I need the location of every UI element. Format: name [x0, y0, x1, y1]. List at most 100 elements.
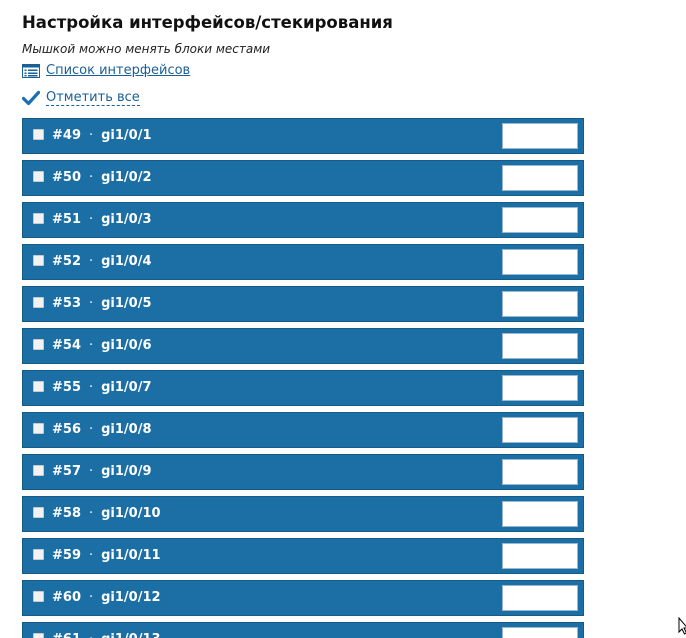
interface-description-input[interactable] [502, 249, 578, 275]
interface-block[interactable]: #55 · gi1/0/7 [22, 370, 584, 406]
interface-number: #52 [52, 254, 81, 269]
interface-separator: · [88, 464, 94, 479]
interface-number: #56 [52, 422, 81, 437]
interface-separator: · [88, 296, 94, 311]
interface-block[interactable]: #60 · gi1/0/12 [22, 580, 584, 616]
interface-number: #58 [52, 506, 81, 521]
interface-separator: · [89, 632, 93, 638]
interface-label: #58 · gi1/0/10 [52, 506, 161, 521]
interface-block[interactable]: #51 · gi1/0/3 [22, 202, 584, 238]
mouse-cursor-icon [678, 617, 686, 635]
interface-name: gi1/0/3 [101, 212, 152, 227]
interface-description-input[interactable] [502, 543, 578, 569]
interface-checkbox[interactable] [33, 171, 44, 182]
interface-description-input[interactable] [502, 627, 578, 638]
interface-number: #51 [52, 212, 81, 227]
interface-blocks: #49 · gi1/0/1 #50 · gi1/0/2 #51 · gi1/0/3 #52 · gi1… [22, 118, 584, 638]
interface-checkbox[interactable] [33, 381, 44, 392]
interface-name: gi1/0/9 [101, 464, 152, 479]
interface-name: gi1/0/2 [101, 170, 152, 185]
interface-name: gi1/0/6 [101, 338, 152, 353]
interface-name: gi1/0/5 [101, 296, 152, 311]
interface-checkbox[interactable] [33, 213, 44, 224]
interface-name: gi1/0/8 [101, 422, 152, 437]
interface-separator: · [88, 254, 94, 269]
interface-block[interactable]: #49 · gi1/0/1 [22, 118, 584, 154]
interface-block[interactable]: #56 · gi1/0/8 [22, 412, 584, 448]
interface-name: gi1/0/11 [101, 548, 161, 563]
interface-checkbox[interactable] [33, 423, 44, 434]
interface-name: gi1/0/1 [101, 128, 152, 143]
interface-checkbox[interactable] [33, 549, 44, 560]
interface-name: gi1/0/10 [101, 506, 161, 521]
interface-block[interactable]: #52 · gi1/0/4 [22, 244, 584, 280]
interface-description-input[interactable] [502, 291, 578, 317]
interface-number: #53 [52, 296, 81, 311]
interface-label: #55 · gi1/0/7 [52, 380, 152, 395]
interface-number: #60 [52, 590, 81, 605]
interface-block[interactable]: #61 · gi1/0/13 [22, 622, 584, 638]
interface-checkbox[interactable] [33, 297, 44, 308]
interface-block[interactable]: #57 · gi1/0/9 [22, 454, 584, 490]
interface-number: #59 [52, 548, 81, 563]
interface-label: #60 · gi1/0/12 [52, 590, 161, 605]
interface-name: gi1/0/4 [101, 254, 152, 269]
interface-label: #52 · gi1/0/4 [52, 254, 152, 269]
list-icon [22, 63, 40, 78]
interface-number: #57 [52, 464, 81, 479]
interface-number: #50 [52, 170, 81, 185]
interface-label: #49 · gi1/0/1 [52, 128, 152, 143]
interface-checkbox[interactable] [33, 339, 44, 350]
mark-all-label[interactable]: Отметить все [46, 90, 140, 106]
interface-label: #53 · gi1/0/5 [52, 296, 152, 311]
interface-description-input[interactable] [502, 207, 578, 233]
interface-block[interactable]: #50 · gi1/0/2 [22, 160, 584, 196]
page-title: Настройка интерфейсов/стекирования [22, 13, 393, 32]
interface-description-input[interactable] [502, 417, 578, 443]
interface-description-input[interactable] [502, 501, 578, 527]
interfaces-list-link-label[interactable]: Список интерфейсов [46, 63, 191, 78]
interface-block[interactable]: #59 · gi1/0/11 [22, 538, 584, 574]
interface-block[interactable]: #53 · gi1/0/5 [22, 286, 584, 322]
interface-description-input[interactable] [502, 585, 578, 611]
drag-hint: Мышкой можно менять блоки местами [22, 42, 271, 56]
interface-label: #56 · gi1/0/8 [52, 422, 152, 437]
interface-checkbox[interactable] [33, 129, 44, 140]
interface-description-input[interactable] [502, 123, 578, 149]
interface-label: #59 · gi1/0/11 [52, 548, 161, 563]
interface-checkbox[interactable] [33, 465, 44, 476]
interface-checkbox[interactable] [33, 507, 44, 518]
interface-description-input[interactable] [502, 375, 578, 401]
interface-name: gi1/0/13 [101, 632, 160, 638]
interface-checkbox[interactable] [33, 255, 44, 266]
interface-name: gi1/0/7 [101, 380, 152, 395]
interface-description-input[interactable] [502, 165, 578, 191]
interface-label: #51 · gi1/0/3 [52, 212, 152, 227]
interface-checkbox[interactable] [33, 591, 44, 602]
interface-number: #61 [52, 632, 81, 638]
interface-number: #54 [52, 338, 81, 353]
interface-block[interactable]: #54 · gi1/0/6 [22, 328, 584, 364]
interface-label: #61 · gi1/0/13 [52, 632, 161, 638]
interface-separator: · [88, 548, 94, 563]
interface-block[interactable]: #58 · gi1/0/10 [22, 496, 584, 532]
interface-separator: · [88, 212, 94, 227]
interfaces-list-link[interactable]: Список интерфейсов [22, 63, 190, 78]
interface-label: #50 · gi1/0/2 [52, 170, 152, 185]
interface-separator: · [88, 506, 94, 521]
interface-description-input[interactable] [502, 459, 578, 485]
interface-separator: · [88, 338, 94, 353]
interface-description-input[interactable] [502, 333, 578, 359]
interface-separator: · [88, 590, 94, 605]
interface-name: gi1/0/12 [101, 590, 161, 605]
interface-separator: · [88, 170, 94, 185]
interface-separator: · [88, 380, 94, 395]
mark-all-link[interactable]: Отметить все [22, 90, 140, 106]
interface-number: #55 [52, 380, 81, 395]
checkmark-icon [22, 90, 40, 106]
interface-label: #54 · gi1/0/6 [52, 338, 152, 353]
interface-separator: · [88, 128, 94, 143]
interface-checkbox[interactable] [33, 633, 44, 638]
interface-separator: · [88, 422, 94, 437]
